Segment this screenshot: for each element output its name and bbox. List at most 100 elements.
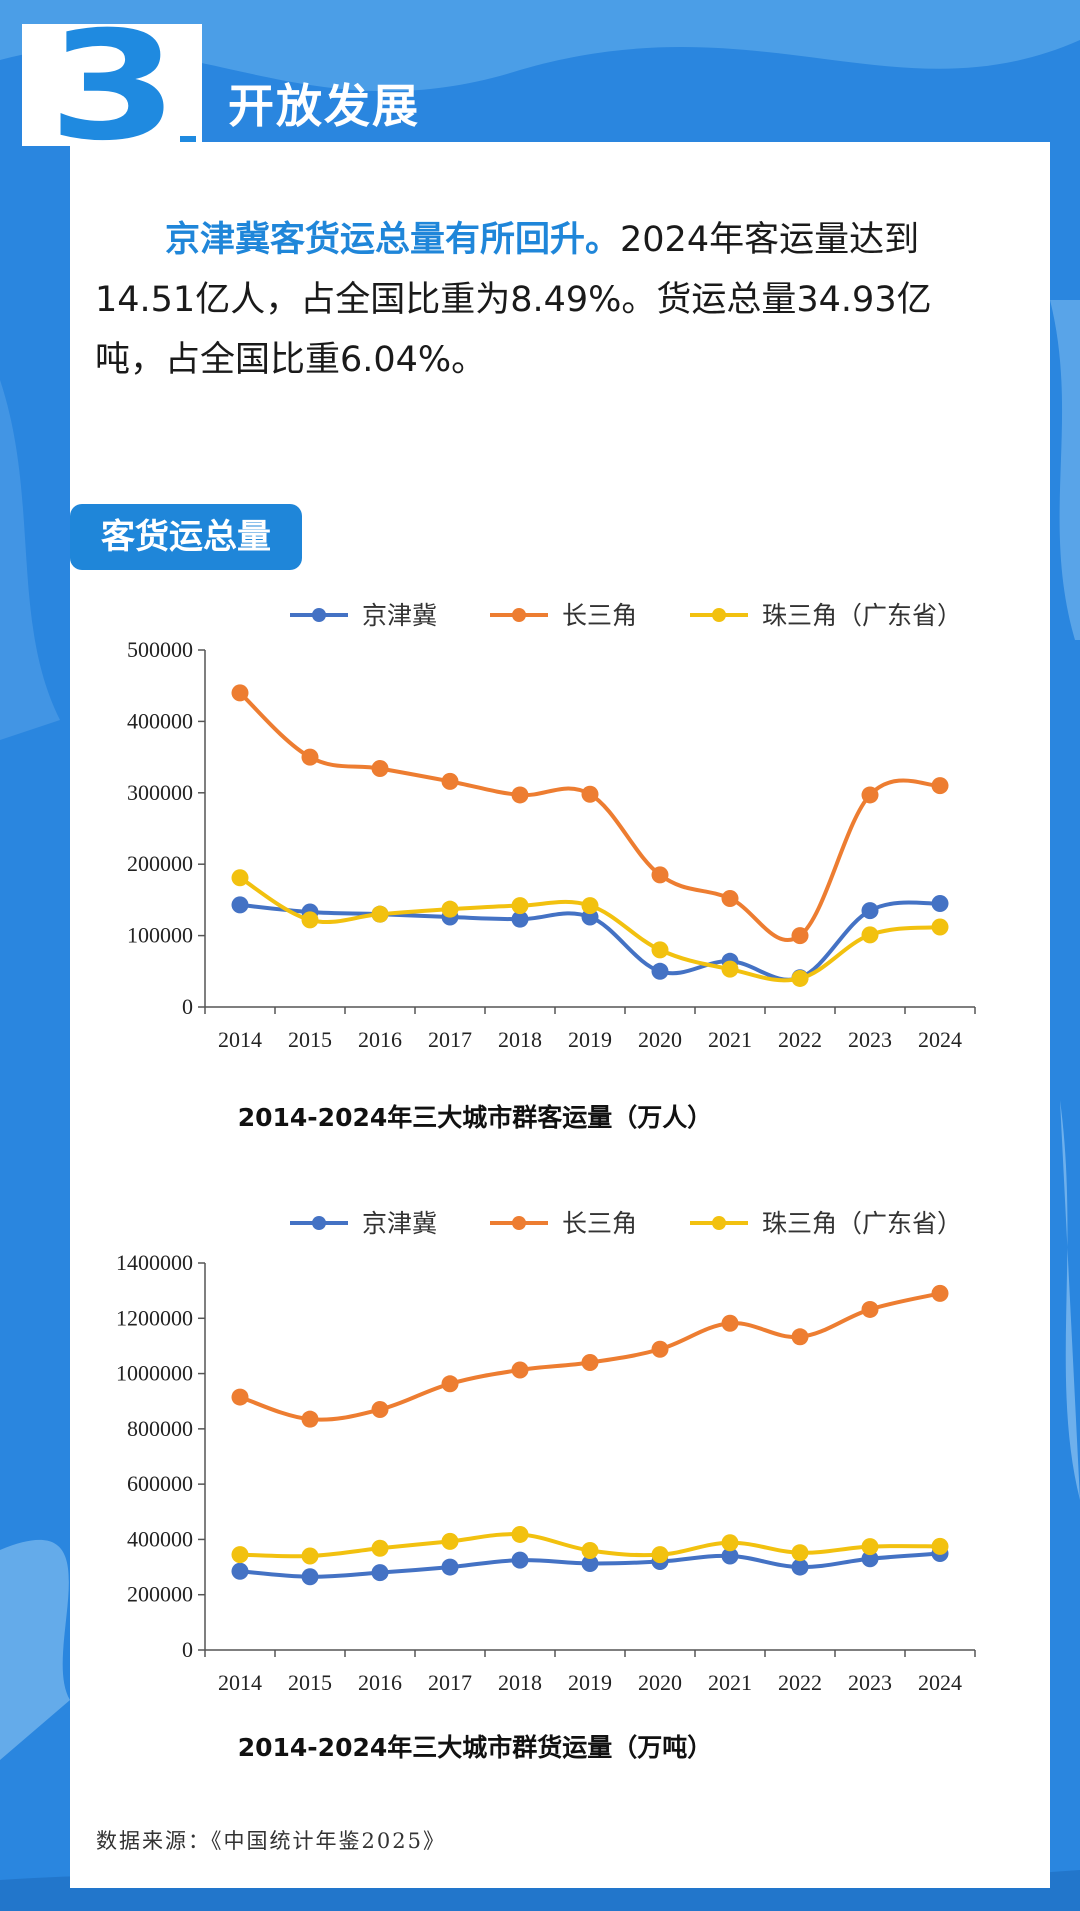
freight-point-1-2020 bbox=[651, 1340, 669, 1358]
passenger-xtick-label: 2021 bbox=[708, 1027, 752, 1052]
passenger-legend-label-2: 珠三角（广东省） bbox=[762, 601, 962, 630]
passenger-point-0-2018 bbox=[511, 910, 529, 928]
passenger-point-0-2023 bbox=[861, 902, 879, 920]
passenger-ytick-label: 300000 bbox=[127, 780, 193, 805]
subsection-pill: 客货运总量 bbox=[70, 504, 302, 570]
freight-ytick-label: 400000 bbox=[127, 1526, 193, 1551]
passenger-xtick-label: 2015 bbox=[288, 1027, 332, 1052]
passenger-point-1-2022 bbox=[791, 927, 809, 945]
passenger-xtick-label: 2024 bbox=[918, 1027, 962, 1052]
passenger-point-2-2019 bbox=[581, 897, 599, 915]
intro-headline: 京津冀客货运总量有所回升。 bbox=[165, 220, 621, 260]
freight-point-0-2015 bbox=[301, 1568, 319, 1586]
freight-xtick-label: 2024 bbox=[918, 1670, 962, 1690]
freight-xtick-label: 2022 bbox=[778, 1670, 822, 1690]
passenger-point-1-2018 bbox=[511, 786, 529, 804]
freight-point-2-2023 bbox=[861, 1538, 879, 1556]
passenger-legend-label-1: 长三角 bbox=[562, 601, 637, 630]
passenger-point-1-2015 bbox=[301, 748, 319, 766]
freight-ytick-label: 1000000 bbox=[116, 1361, 193, 1386]
freight-legend-label-0: 京津冀 bbox=[362, 1209, 437, 1238]
passenger-legend-marker-1 bbox=[512, 608, 526, 622]
freight-point-0-2022 bbox=[791, 1558, 809, 1576]
passenger-point-2-2024 bbox=[931, 918, 949, 936]
passenger-point-2-2022 bbox=[791, 969, 809, 987]
freight-point-0-2019 bbox=[581, 1554, 599, 1572]
freight-legend-label-1: 长三角 bbox=[562, 1209, 637, 1238]
passenger-point-2-2015 bbox=[301, 911, 319, 929]
freight-xtick-label: 2016 bbox=[358, 1670, 402, 1690]
freight-point-1-2019 bbox=[581, 1354, 599, 1372]
freight-xtick-label: 2014 bbox=[218, 1670, 262, 1690]
freight-point-0-2014 bbox=[231, 1562, 249, 1580]
passenger-point-1-2021 bbox=[721, 889, 739, 907]
passenger-point-1-2019 bbox=[581, 785, 599, 803]
section-title: 开放发展 bbox=[228, 79, 420, 133]
freight-xtick-label: 2019 bbox=[568, 1670, 612, 1690]
freight-point-0-2016 bbox=[371, 1564, 389, 1582]
freight-point-1-2017 bbox=[441, 1375, 459, 1393]
passenger-point-1-2024 bbox=[931, 777, 949, 795]
freight-point-1-2015 bbox=[301, 1410, 319, 1428]
passenger-series-line-2 bbox=[238, 876, 941, 983]
passenger-point-1-2020 bbox=[651, 866, 669, 884]
passenger-point-2-2017 bbox=[441, 900, 459, 918]
freight-point-0-2017 bbox=[441, 1558, 459, 1576]
passenger-ytick-label: 500000 bbox=[127, 637, 193, 662]
freight-legend-label-2: 珠三角（广东省） bbox=[762, 1209, 962, 1238]
section-number: 3 bbox=[48, 0, 179, 174]
passenger-ytick-label: 400000 bbox=[127, 708, 193, 733]
data-source: 数据来源：《中国统计年鉴2025》 bbox=[96, 1829, 446, 1853]
intro-body: 2024年客运量达到14.51亿人，占全国比重为8.49%。货运总量34.93亿… bbox=[95, 220, 932, 380]
freight-point-0-2023 bbox=[861, 1550, 879, 1568]
passenger-point-2-2023 bbox=[861, 926, 879, 944]
freight-point-2-2014 bbox=[231, 1546, 249, 1564]
freight-ytick-label: 1200000 bbox=[116, 1305, 193, 1330]
freight-point-0-2018 bbox=[511, 1551, 529, 1569]
freight-xtick-label: 2020 bbox=[638, 1670, 682, 1690]
content-card bbox=[70, 142, 1050, 1888]
passenger-point-2-2021 bbox=[721, 960, 739, 978]
freight-ytick-label: 1400000 bbox=[116, 1250, 193, 1275]
passenger-point-1-2017 bbox=[441, 772, 459, 790]
passenger-point-0-2014 bbox=[231, 896, 249, 914]
intro-paragraph: 京津冀客货运总量有所回升。2024年客运量达到14.51亿人，占全国比重为8.4… bbox=[95, 210, 995, 390]
freight-legend-marker-0 bbox=[312, 1216, 326, 1230]
passenger-xtick-label: 2014 bbox=[218, 1027, 262, 1052]
passenger-xtick-label: 2022 bbox=[778, 1027, 822, 1052]
freight-point-2-2015 bbox=[301, 1547, 319, 1565]
passenger-point-1-2023 bbox=[861, 786, 879, 804]
freight-point-1-2018 bbox=[511, 1361, 529, 1379]
freight-point-0-2021 bbox=[721, 1547, 739, 1565]
passenger-xtick-label: 2020 bbox=[638, 1027, 682, 1052]
freight-ytick-label: 600000 bbox=[127, 1471, 193, 1496]
passenger-xtick-label: 2018 bbox=[498, 1027, 542, 1052]
passenger-series-line-1 bbox=[238, 691, 941, 943]
freight-xtick-label: 2021 bbox=[708, 1670, 752, 1690]
passenger-xtick-label: 2019 bbox=[568, 1027, 612, 1052]
passenger-point-2-2014 bbox=[231, 869, 249, 887]
passenger-ytick-label: 200000 bbox=[127, 851, 193, 876]
freight-xtick-label: 2018 bbox=[498, 1670, 542, 1690]
passenger-xtick-label: 2016 bbox=[358, 1027, 402, 1052]
freight-point-1-2014 bbox=[231, 1388, 249, 1406]
passenger-point-1-2014 bbox=[231, 684, 249, 702]
passenger-point-2-2020 bbox=[651, 941, 669, 959]
freight-point-1-2023 bbox=[861, 1300, 879, 1318]
passenger-legend-marker-2 bbox=[712, 608, 726, 622]
passenger-point-0-2020 bbox=[651, 962, 669, 980]
freight-point-2-2021 bbox=[721, 1534, 739, 1552]
freight-point-1-2022 bbox=[791, 1328, 809, 1346]
section-number-badge: 3 bbox=[22, 12, 202, 162]
freight-point-1-2021 bbox=[721, 1314, 739, 1332]
freight-point-2-2020 bbox=[651, 1546, 669, 1564]
passenger-point-2-2016 bbox=[371, 905, 389, 923]
freight-point-1-2016 bbox=[371, 1401, 389, 1419]
passenger-chart-title: 2014-2024年三大城市群客运量（万人） bbox=[237, 1103, 713, 1132]
freight-point-2-2017 bbox=[441, 1532, 459, 1550]
passenger-point-0-2024 bbox=[931, 894, 949, 912]
freight-point-2-2022 bbox=[791, 1544, 809, 1562]
passenger-xtick-label: 2017 bbox=[428, 1027, 472, 1052]
passenger-ytick-label: 100000 bbox=[127, 923, 193, 948]
freight-ytick-label: 0 bbox=[182, 1637, 193, 1662]
